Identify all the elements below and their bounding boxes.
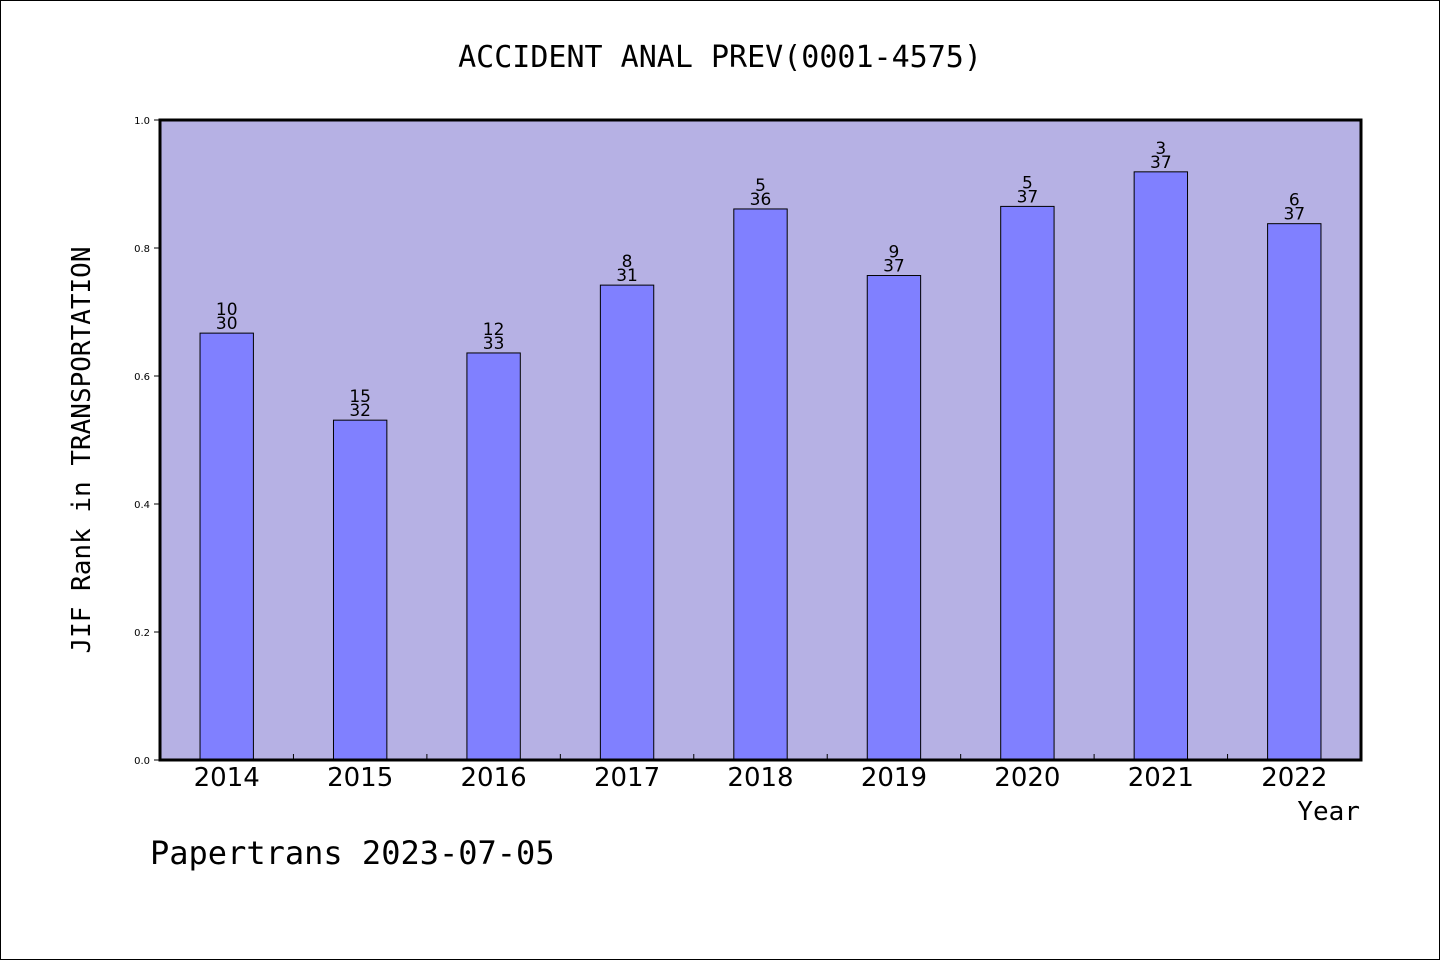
chart-title: ACCIDENT ANAL PREV(0001-4575) <box>458 40 982 75</box>
bar-rank-label: 12 <box>483 320 505 340</box>
x-axis: 2014 2015 2016 2017 2018 2019 2020 2021 2022 <box>194 754 1327 793</box>
x-tick-label: 2022 <box>1261 763 1327 793</box>
bar <box>1267 223 1322 761</box>
y-tick-label: 0.0 <box>134 756 150 767</box>
x-tick-label: 2020 <box>994 763 1060 793</box>
bar <box>1000 205 1055 761</box>
bar-total-label: 36 <box>750 190 772 210</box>
bar-rank-label: 6 <box>1289 191 1300 211</box>
y-tick-label: 0.8 <box>134 244 150 255</box>
y-axis-label: JIF Rank in TRANSPORTATION <box>67 247 97 654</box>
bar-total-label: 31 <box>616 266 638 286</box>
footer-stamp: Papertrans 2023-07-05 <box>150 834 555 872</box>
x-tick-label: 2018 <box>727 763 793 793</box>
y-tick-label: 0.4 <box>134 500 150 511</box>
bar <box>466 352 521 761</box>
bar <box>866 275 922 761</box>
x-tick-label: 2019 <box>861 763 927 793</box>
bar <box>332 419 388 761</box>
plot-border <box>158 118 1363 762</box>
bar-total-label: 30 <box>216 314 238 334</box>
x-axis-label: Year <box>1297 797 1360 827</box>
bar-total-label: 37 <box>1283 205 1305 225</box>
bar-rank-label: 3 <box>1155 139 1166 159</box>
bar-rank-label: 15 <box>349 387 371 407</box>
bar-total-label: 33 <box>483 334 505 354</box>
x-tick-label: 2015 <box>327 763 393 793</box>
y-tick-label: 0.6 <box>134 372 150 383</box>
bar-rank-label: 9 <box>889 243 900 263</box>
y-tick-label: 0.2 <box>134 628 150 639</box>
bar-total-label: 37 <box>1017 187 1039 207</box>
bar <box>199 332 254 761</box>
bar-total-label: 32 <box>349 401 371 421</box>
bar-rank-label: 8 <box>622 252 633 272</box>
y-axis: 0.0 0.2 0.4 0.6 0.8 1.0 <box>134 116 160 767</box>
bar-rank-label: 10 <box>216 300 238 320</box>
bar-total-label: 37 <box>883 257 905 277</box>
x-tick-label: 2017 <box>594 763 660 793</box>
x-tick-label: 2016 <box>461 763 527 793</box>
bar-rank-label: 5 <box>1022 173 1033 193</box>
bar-rank-label: 5 <box>755 176 766 196</box>
y-tick-label: 1.0 <box>134 116 150 127</box>
bar <box>599 284 655 761</box>
bar <box>733 208 788 761</box>
x-tick-label: 2014 <box>194 763 260 793</box>
x-tick-label: 2021 <box>1128 763 1194 793</box>
bar-total-label: 37 <box>1150 153 1172 173</box>
bar <box>1133 171 1189 761</box>
